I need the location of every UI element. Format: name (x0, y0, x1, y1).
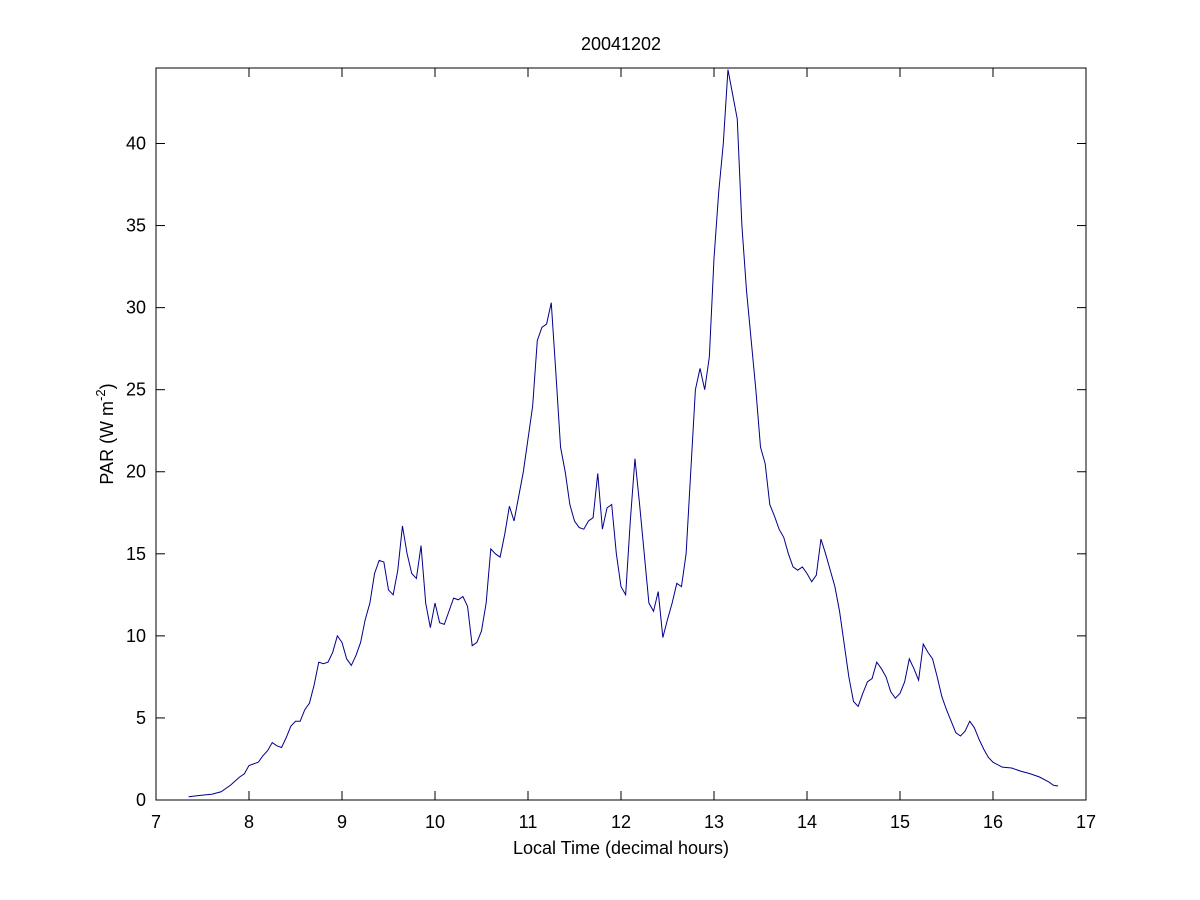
y-tick-label: 10 (126, 626, 146, 646)
x-tick-label: 12 (611, 812, 631, 832)
x-tick-label: 9 (337, 812, 347, 832)
y-axis-label-end: ) (97, 383, 117, 389)
y-tick-label: 30 (126, 298, 146, 318)
x-tick-label: 8 (244, 812, 254, 832)
x-tick-label: 16 (983, 812, 1003, 832)
x-axis-label: Local Time (decimal hours) (513, 838, 729, 858)
y-tick-label: 15 (126, 544, 146, 564)
y-tick-label: 20 (126, 462, 146, 482)
y-tick-label: 5 (136, 708, 146, 728)
x-tick-label: 15 (890, 812, 910, 832)
x-tick-label: 13 (704, 812, 724, 832)
y-tick-label: 0 (136, 790, 146, 810)
y-axis-label: PAR (W m-2) (93, 383, 117, 484)
x-tick-label: 10 (425, 812, 445, 832)
x-tick-label: 11 (519, 812, 538, 832)
chart-title: 20041202 (581, 34, 661, 54)
y-tick-label: 25 (126, 380, 146, 400)
data-line (188, 69, 1059, 798)
x-tick-label: 14 (797, 812, 817, 832)
y-axis-label-main: PAR (W m (97, 401, 117, 485)
y-tick-label: 40 (126, 133, 146, 153)
y-axis-label-sup: -2 (93, 389, 108, 401)
x-tick-label: 17 (1076, 812, 1096, 832)
x-tick-label: 7 (151, 812, 161, 832)
plot-frame (155, 67, 1087, 801)
y-tick-label: 35 (126, 216, 146, 236)
